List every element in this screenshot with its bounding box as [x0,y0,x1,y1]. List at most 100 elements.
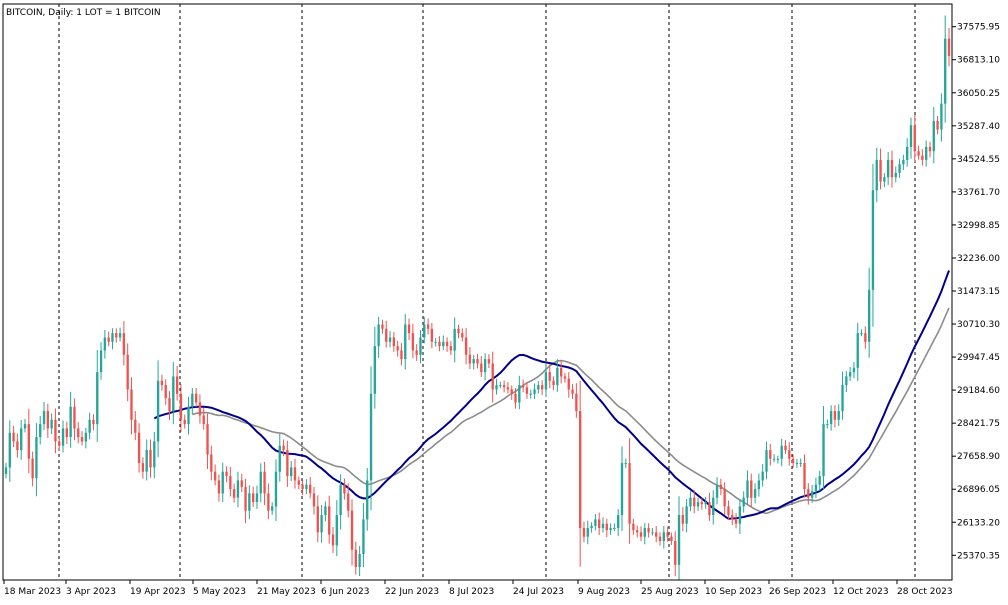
candle [255,485,259,509]
candle [571,383,574,399]
candle [134,411,137,441]
candle-body [229,476,232,490]
candle [457,324,460,339]
candle [575,383,578,418]
candle [107,331,110,347]
candle [286,440,289,487]
candle-body [27,424,30,459]
candle [404,314,407,370]
candle [168,391,171,421]
candle [894,166,897,183]
candle-body [708,502,711,516]
x-tick-label-4: 21 May 2023 [257,587,316,597]
candle-body [506,387,510,390]
candle-body [259,471,262,494]
candle [563,372,567,383]
candle-body [723,489,726,507]
candle-body [388,337,392,342]
candle [597,512,601,535]
candle [883,173,886,188]
candle-body [430,328,434,342]
candle [905,138,909,167]
candle-body [286,450,289,477]
candle [362,503,365,568]
candle-body [290,467,293,477]
candle [335,500,338,557]
candle [392,332,396,352]
candle [601,517,605,533]
candle-body [917,151,920,156]
candle-body [80,437,84,442]
candle-body [670,536,673,542]
candle-body [84,432,88,442]
candle [198,394,202,424]
candle [795,459,799,468]
candle-body [111,333,114,342]
candle-body [689,497,692,507]
candle [620,446,624,531]
candle [852,361,856,379]
candle-body [818,476,821,485]
candle-body [312,493,316,507]
y-tick-label-8: 31473.15 [957,287,1000,297]
candle [548,364,551,389]
candle [753,483,757,504]
candle [628,438,631,544]
candle [837,404,840,427]
x-tick-label-9: 9 Aug 2023 [578,587,630,597]
candle-body [871,190,875,290]
candle-body [122,333,126,355]
candle [259,463,262,503]
candle [544,362,548,398]
candle [58,437,61,451]
candle-body [856,333,859,368]
candle [810,485,814,503]
chart-title: BITCOIN, Daily: 1 LOT = 1 BITCOIN [6,8,161,18]
candle-body [487,359,491,364]
candle [670,532,673,546]
candle [617,509,620,537]
candle-body [42,411,46,425]
candle-body [731,515,734,520]
candle [765,441,768,480]
candle-body [620,463,624,516]
candle [69,391,72,448]
candle [803,454,806,498]
candle [309,476,312,499]
x-tick-label-13: 12 Oct 2023 [833,587,889,597]
candle [506,382,510,394]
candle-body [145,450,148,472]
candle [594,514,597,531]
candle-body [719,484,723,490]
candle [742,491,745,513]
candle [639,526,643,542]
candle-body [278,445,281,472]
candle-body [362,519,365,555]
candle [761,463,764,487]
candle-body [753,489,757,498]
candle-body [780,445,783,459]
candle-body [369,393,373,481]
candle-body [77,428,80,438]
candle-body [194,393,198,403]
candle [715,477,719,505]
candle-body [16,441,19,451]
candle-body [502,385,506,388]
candle-body [187,406,190,425]
candle [164,379,167,405]
candle-body [305,484,308,490]
candle [932,106,935,164]
candle-body [88,419,91,433]
candle-body [746,480,749,498]
candle [788,442,791,466]
candle-body [476,359,479,364]
candle-body [841,385,844,412]
candle-body [928,146,932,152]
candle [27,408,30,474]
x-tick-label-3: 5 May 2023 [193,587,246,597]
candle [738,498,742,535]
candle-body [738,506,742,524]
candle-body [571,389,574,394]
candle [137,423,141,473]
y-tick-label-0: 37575.95 [957,23,1000,33]
